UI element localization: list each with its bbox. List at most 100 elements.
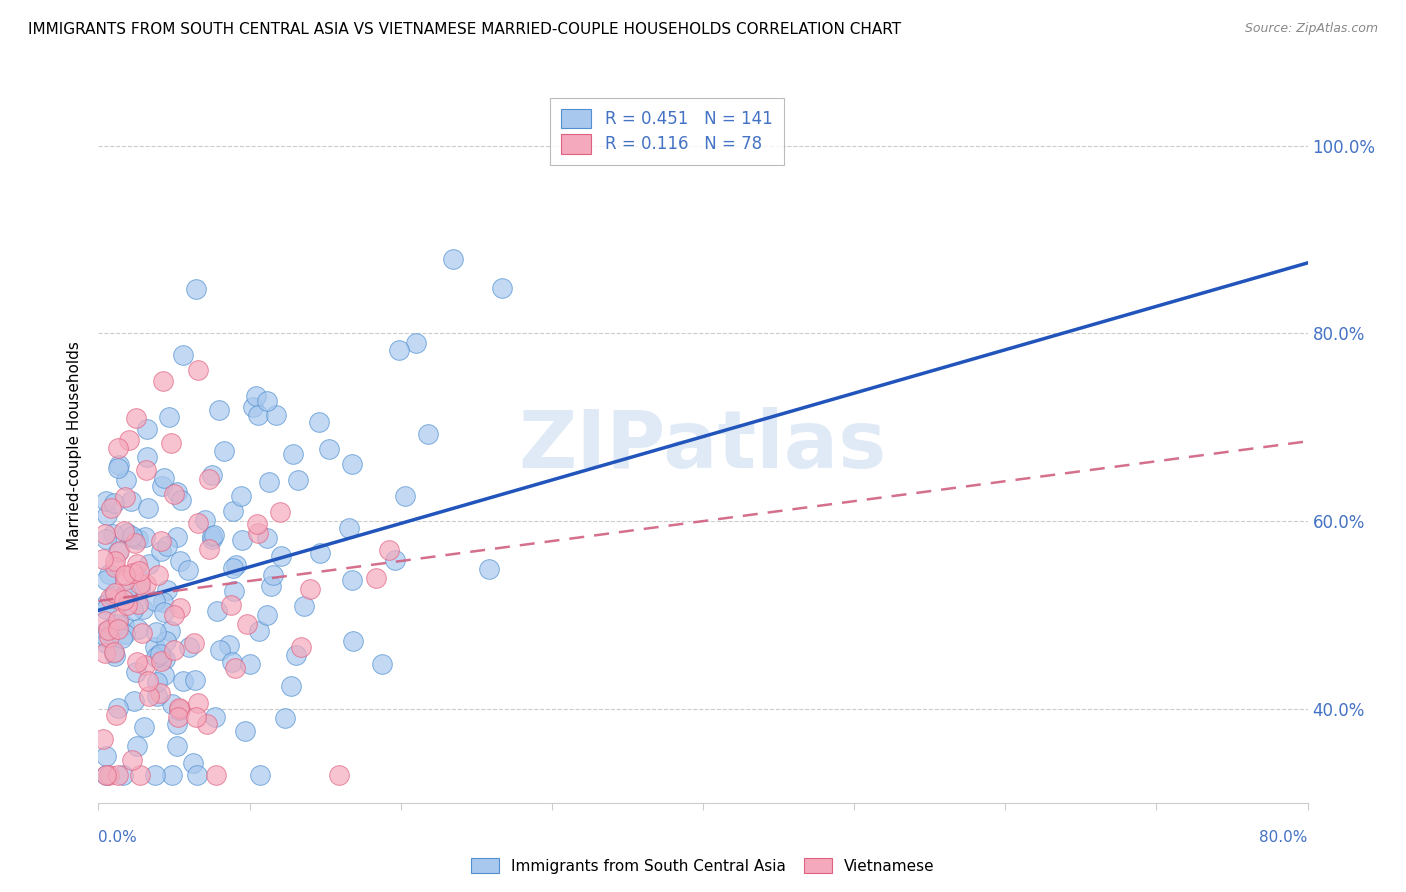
Point bbox=[146, 674, 169, 689]
Point bbox=[156, 583, 179, 598]
Point bbox=[108, 458, 131, 472]
Point bbox=[194, 513, 217, 527]
Point bbox=[186, 710, 208, 724]
Point bbox=[256, 531, 278, 545]
Point bbox=[135, 422, 157, 436]
Point bbox=[169, 600, 191, 615]
Point bbox=[127, 622, 149, 636]
Point bbox=[208, 403, 231, 417]
Point bbox=[101, 589, 124, 603]
Point bbox=[94, 749, 117, 764]
Point bbox=[246, 408, 269, 422]
Point bbox=[98, 630, 121, 644]
Point bbox=[153, 471, 176, 485]
Point bbox=[125, 665, 148, 679]
Point bbox=[172, 673, 194, 688]
Point bbox=[153, 652, 176, 666]
Point bbox=[370, 657, 392, 672]
Point bbox=[284, 648, 307, 663]
Point bbox=[121, 494, 143, 508]
Point bbox=[97, 767, 120, 781]
Point bbox=[152, 594, 174, 608]
Point bbox=[111, 631, 134, 645]
Point bbox=[269, 505, 291, 519]
Point bbox=[94, 630, 117, 644]
Point bbox=[441, 252, 464, 266]
Point bbox=[125, 655, 148, 669]
Point bbox=[107, 592, 129, 607]
Point bbox=[163, 643, 186, 657]
Point bbox=[218, 638, 240, 652]
Point bbox=[478, 562, 501, 576]
Point bbox=[128, 565, 150, 579]
Point bbox=[124, 694, 146, 708]
Point bbox=[115, 586, 138, 600]
Point bbox=[145, 649, 167, 664]
Point bbox=[103, 496, 125, 510]
Point bbox=[221, 655, 243, 669]
Point bbox=[129, 582, 152, 596]
Point bbox=[202, 528, 225, 542]
Point bbox=[129, 577, 152, 591]
Point bbox=[166, 739, 188, 753]
Point bbox=[262, 567, 284, 582]
Point bbox=[94, 614, 117, 628]
Point bbox=[292, 599, 315, 613]
Point bbox=[150, 651, 173, 665]
Point bbox=[136, 500, 159, 515]
Point bbox=[405, 336, 427, 351]
Point bbox=[198, 473, 221, 487]
Point bbox=[149, 654, 172, 668]
Point bbox=[134, 658, 156, 673]
Point bbox=[340, 573, 363, 587]
Point bbox=[135, 576, 157, 591]
Point bbox=[104, 648, 127, 663]
Point bbox=[416, 426, 439, 441]
Point bbox=[127, 597, 149, 611]
Point bbox=[149, 686, 172, 700]
Text: 80.0%: 80.0% bbox=[1260, 830, 1308, 845]
Point bbox=[107, 441, 129, 455]
Point bbox=[94, 527, 117, 541]
Point bbox=[107, 623, 129, 637]
Point bbox=[270, 549, 292, 563]
Point bbox=[224, 583, 246, 598]
Point bbox=[337, 520, 360, 534]
Point bbox=[167, 709, 190, 723]
Legend: Immigrants from South Central Asia, Vietnamese: Immigrants from South Central Asia, Viet… bbox=[465, 852, 941, 880]
Point bbox=[384, 553, 406, 567]
Point bbox=[94, 636, 117, 650]
Point bbox=[121, 753, 143, 767]
Y-axis label: Married-couple Households: Married-couple Households bbox=[67, 342, 83, 550]
Point bbox=[205, 767, 228, 781]
Point bbox=[112, 617, 135, 632]
Point bbox=[114, 490, 136, 504]
Point bbox=[187, 696, 209, 710]
Point bbox=[242, 400, 264, 414]
Point bbox=[388, 343, 411, 357]
Point bbox=[208, 642, 231, 657]
Point bbox=[201, 528, 224, 542]
Point bbox=[115, 526, 138, 541]
Point bbox=[160, 436, 183, 450]
Point bbox=[152, 668, 174, 682]
Point bbox=[94, 532, 117, 546]
Point bbox=[167, 701, 190, 715]
Point bbox=[145, 624, 167, 639]
Point bbox=[94, 574, 117, 588]
Point bbox=[107, 616, 129, 631]
Point bbox=[127, 739, 149, 753]
Point bbox=[204, 709, 226, 723]
Point bbox=[247, 526, 270, 541]
Point bbox=[91, 732, 114, 747]
Point bbox=[107, 543, 129, 558]
Point bbox=[290, 640, 312, 654]
Point bbox=[201, 468, 224, 483]
Point bbox=[378, 543, 401, 558]
Point bbox=[152, 374, 174, 388]
Point bbox=[160, 697, 183, 711]
Point bbox=[274, 711, 297, 725]
Point bbox=[166, 485, 188, 500]
Point bbox=[170, 493, 193, 508]
Point bbox=[257, 475, 280, 489]
